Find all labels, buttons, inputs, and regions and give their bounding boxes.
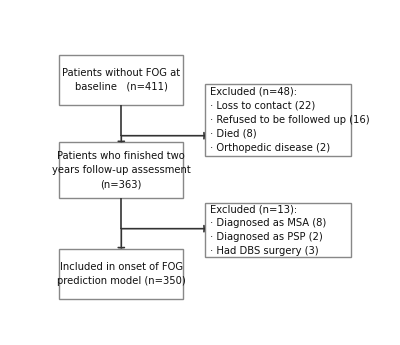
Text: Patients who finished two
years follow-up assessment
(n=363): Patients who finished two years follow-u… xyxy=(52,151,191,189)
Text: Patients without FOG at
baseline   (n=411): Patients without FOG at baseline (n=411) xyxy=(62,68,180,92)
Bar xyxy=(205,204,351,257)
Bar xyxy=(59,55,183,105)
Text: Included in onset of FOG
prediction model (n=350): Included in onset of FOG prediction mode… xyxy=(57,262,186,286)
Bar xyxy=(59,142,183,198)
Text: Excluded (n=13):
· Diagnosed as MSA (8)
· Diagnosed as PSP (2)
· Had DBS surgery: Excluded (n=13): · Diagnosed as MSA (8) … xyxy=(210,204,326,256)
Bar xyxy=(205,84,351,156)
Bar xyxy=(59,249,183,299)
Text: Excluded (n=48):
· Loss to contact (22)
· Refused to be followed up (16)
· Died : Excluded (n=48): · Loss to contact (22) … xyxy=(210,87,369,153)
